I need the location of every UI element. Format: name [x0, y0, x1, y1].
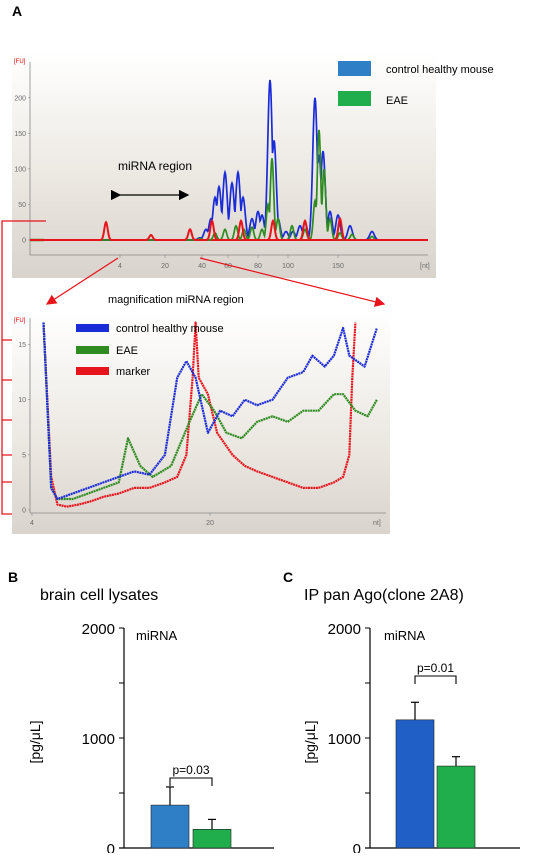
plot-m-x-unit: nt] — [373, 520, 381, 527]
m-legend-swatch-control — [76, 324, 109, 332]
m-legend-swatch-marker — [76, 367, 109, 375]
bar-control — [395, 719, 435, 849]
plot-m-y-tick: 5 — [22, 452, 26, 459]
legend-label-eae: EAE — [386, 95, 408, 107]
plot-m-x-tick: 4 — [30, 520, 34, 527]
bar-c-inner-label: miRNA — [384, 628, 425, 643]
bar-b-inner-label: miRNA — [136, 628, 177, 643]
significance-bracket — [169, 777, 213, 786]
m-legend-label-eae: EAE — [116, 345, 138, 357]
plot-a-x-tick: 100 — [282, 263, 294, 270]
mirna-region-label: miRNA region — [118, 159, 192, 173]
bar-y-tick-label: 1000 — [82, 731, 115, 748]
magnification-title: magnification miRNA region — [108, 294, 244, 306]
plot-a-x-tick: 40 — [198, 263, 206, 270]
m-legend-label-control: control healthy mouse — [116, 323, 224, 335]
bar-y-tick-label: 0 — [353, 841, 361, 853]
plot-a-y-unit: [FU] — [14, 59, 26, 65]
plot-a-y-tick: 150 — [14, 131, 26, 138]
m-legend-swatch-eae — [76, 346, 109, 354]
legend-swatch-control — [338, 61, 371, 76]
bar-b-ylabel: [pg/μL] — [27, 720, 43, 763]
plot-m-y-tick: 10 — [18, 397, 26, 404]
bar-chart-brain-lysates: brain cell lysates miRNA [pg/μL] 2000 100… — [27, 587, 274, 858]
plot-a-y-tick: 100 — [14, 166, 26, 173]
plot-m-y-tick: 0 — [22, 508, 26, 515]
bar-b-title: brain cell lysates — [40, 587, 158, 604]
p-value-label: p=0.03 — [172, 763, 209, 777]
plot-a-x-unit: [nt] — [420, 263, 430, 270]
plot-m-y-unit: [FU] — [14, 318, 26, 324]
bar-eae — [192, 828, 232, 849]
electropherogram-full: [FU] [nt] 0 50 100 150 200 4 20 40 60 80 100 150 m… — [12, 52, 494, 278]
m-legend-label-marker: marker — [116, 366, 151, 378]
plot-m-y-tick: 15 — [18, 342, 26, 349]
electropherogram-magnified: magnification miRNA region [FU] nt] 0 5 10… — [12, 294, 390, 534]
m-series-eae-line — [42, 322, 378, 501]
bar-y-tick-label: 1000 — [328, 731, 361, 748]
plot-a-x-tick: 150 — [332, 263, 344, 270]
m-series-marker-line — [42, 321, 357, 508]
bar-y-tick-label: 2000 — [82, 621, 115, 638]
bar-c-ylabel: [pg/μL] — [302, 720, 318, 763]
panel-c-label: C — [283, 569, 293, 585]
bar-y-tick-label: 2000 — [328, 621, 361, 638]
legend-label-control: control healthy mouse — [386, 64, 494, 76]
plot-a-background — [12, 52, 436, 278]
plot-a-y-tick: 0 — [22, 238, 26, 245]
plot-m-background — [12, 312, 390, 534]
bar-chart-ip-pan-ago: IP pan Ago(clone 2A8) miRNA [pg/μL] 2000… — [302, 587, 520, 858]
bar-control — [150, 804, 190, 849]
plot-a-x-tick: 60 — [224, 263, 232, 270]
panel-b-label: B — [8, 569, 18, 585]
bar-eae — [436, 765, 476, 849]
legend-swatch-eae — [338, 91, 371, 106]
plot-a-x-tick: 20 — [161, 263, 169, 270]
plot-m-x-tick: 20 — [206, 520, 214, 527]
plot-a-y-tick: 200 — [14, 95, 26, 102]
plot-a-y-tick: 50 — [18, 202, 26, 209]
m-series-control-line — [42, 322, 378, 501]
significance-bracket — [414, 675, 457, 684]
panel-a-label: A — [12, 3, 22, 19]
bar-c-title: IP pan Ago(clone 2A8) — [304, 587, 464, 604]
plot-a-x-tick: 80 — [254, 263, 262, 270]
series-marker-line — [30, 216, 428, 241]
bar-y-tick-label: 0 — [107, 841, 115, 853]
p-value-label: p=0.01 — [417, 661, 454, 675]
plot-a-x-tick: 4 — [118, 263, 122, 270]
